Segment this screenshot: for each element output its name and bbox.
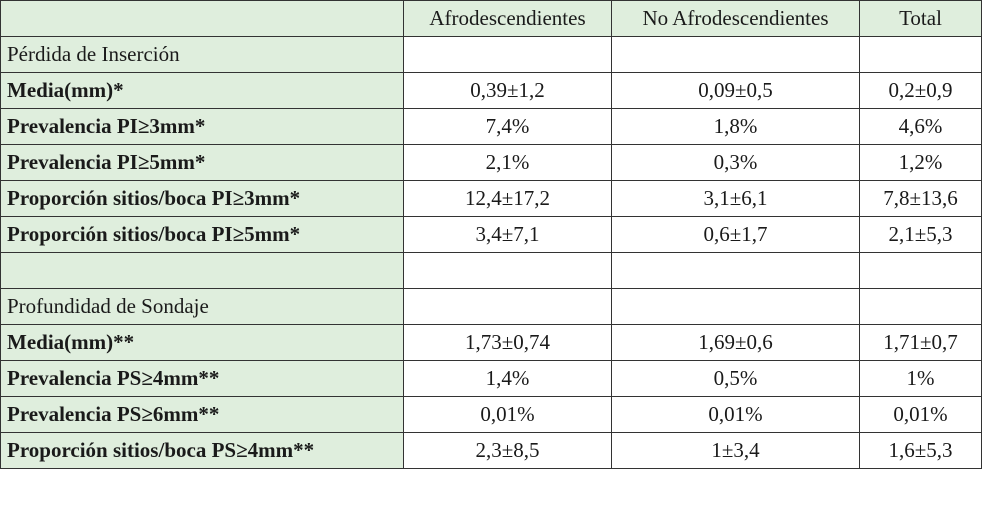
value-total: 1% <box>859 360 982 397</box>
value-total: 2,1±5,3 <box>859 216 982 253</box>
empty-cell <box>403 36 612 73</box>
row-label: Media(mm)* <box>0 72 404 109</box>
value-afrodescendientes: 0,39±1,2 <box>403 72 612 109</box>
table-row: Prevalencia PI≥5mm* 2,1% 0,3% 1,2% <box>0 144 982 181</box>
header-total: Total <box>859 0 982 37</box>
section-row: Pérdida de Inserción <box>0 36 982 73</box>
value-no-afrodescendientes: 0,01% <box>611 396 860 433</box>
row-label: Proporción sitios/boca PI≥3mm* <box>0 180 404 217</box>
value-no-afrodescendientes: 0,09±0,5 <box>611 72 860 109</box>
table-row: Proporción sitios/boca PI≥5mm* 3,4±7,1 0,6… <box>0 216 982 253</box>
row-label: Prevalencia PI≥3mm* <box>0 108 404 145</box>
value-afrodescendientes: 0,01% <box>403 396 612 433</box>
value-no-afrodescendientes: 3,1±6,1 <box>611 180 860 217</box>
table-row: Prevalencia PS≥4mm** 1,4% 0,5% 1% <box>0 360 982 397</box>
empty-cell <box>859 288 982 325</box>
value-afrodescendientes: 3,4±7,1 <box>403 216 612 253</box>
value-afrodescendientes: 7,4% <box>403 108 612 145</box>
table-row: Prevalencia PI≥3mm* 7,4% 1,8% 4,6% <box>0 108 982 145</box>
row-label: Proporción sitios/boca PI≥5mm* <box>0 216 404 253</box>
spacer-row <box>0 252 982 289</box>
value-total: 1,71±0,7 <box>859 324 982 361</box>
value-no-afrodescendientes: 1,8% <box>611 108 860 145</box>
header-no-afrodescendientes: No Afrodescendientes <box>611 0 860 37</box>
table-row: Proporción sitios/boca PI≥3mm* 12,4±17,2 3… <box>0 180 982 217</box>
value-afrodescendientes: 2,3±8,5 <box>403 432 612 469</box>
results-table: Afrodescendientes No Afrodescendientes T… <box>0 0 982 469</box>
value-afrodescendientes: 1,4% <box>403 360 612 397</box>
row-label: Proporción sitios/boca PS≥4mm** <box>0 432 404 469</box>
row-label: Media(mm)** <box>0 324 404 361</box>
empty-cell <box>403 252 612 289</box>
empty-cell <box>611 36 860 73</box>
section-row: Profundidad de Sondaje <box>0 288 982 325</box>
value-no-afrodescendientes: 1,69±0,6 <box>611 324 860 361</box>
value-afrodescendientes: 12,4±17,2 <box>403 180 612 217</box>
value-total: 1,6±5,3 <box>859 432 982 469</box>
empty-cell <box>403 288 612 325</box>
value-total: 4,6% <box>859 108 982 145</box>
table-row: Media(mm)* 0,39±1,2 0,09±0,5 0,2±0,9 <box>0 72 982 109</box>
value-total: 0,2±0,9 <box>859 72 982 109</box>
spacer-cell <box>0 252 404 289</box>
value-no-afrodescendientes: 0,3% <box>611 144 860 181</box>
row-label: Prevalencia PI≥5mm* <box>0 144 404 181</box>
empty-cell <box>859 36 982 73</box>
empty-cell <box>611 252 860 289</box>
table-row: Prevalencia PS≥6mm** 0,01% 0,01% 0,01% <box>0 396 982 433</box>
table-row: Proporción sitios/boca PS≥4mm** 2,3±8,5 1±… <box>0 432 982 469</box>
header-afrodescendientes: Afrodescendientes <box>403 0 612 37</box>
header-corner <box>0 0 404 37</box>
section-label: Profundidad de Sondaje <box>0 288 404 325</box>
section-label: Pérdida de Inserción <box>0 36 404 73</box>
value-no-afrodescendientes: 0,5% <box>611 360 860 397</box>
header-row: Afrodescendientes No Afrodescendientes T… <box>0 0 982 37</box>
value-total: 7,8±13,6 <box>859 180 982 217</box>
row-label: Prevalencia PS≥6mm** <box>0 396 404 433</box>
value-total: 1,2% <box>859 144 982 181</box>
value-no-afrodescendientes: 1±3,4 <box>611 432 860 469</box>
value-total: 0,01% <box>859 396 982 433</box>
empty-cell <box>859 252 982 289</box>
table-row: Media(mm)** 1,73±0,74 1,69±0,6 1,71±0,7 <box>0 324 982 361</box>
empty-cell <box>611 288 860 325</box>
table-body: Pérdida de Inserción Media(mm)* 0,39±1,2 0,… <box>0 36 982 469</box>
value-no-afrodescendientes: 0,6±1,7 <box>611 216 860 253</box>
value-afrodescendientes: 2,1% <box>403 144 612 181</box>
row-label: Prevalencia PS≥4mm** <box>0 360 404 397</box>
value-afrodescendientes: 1,73±0,74 <box>403 324 612 361</box>
